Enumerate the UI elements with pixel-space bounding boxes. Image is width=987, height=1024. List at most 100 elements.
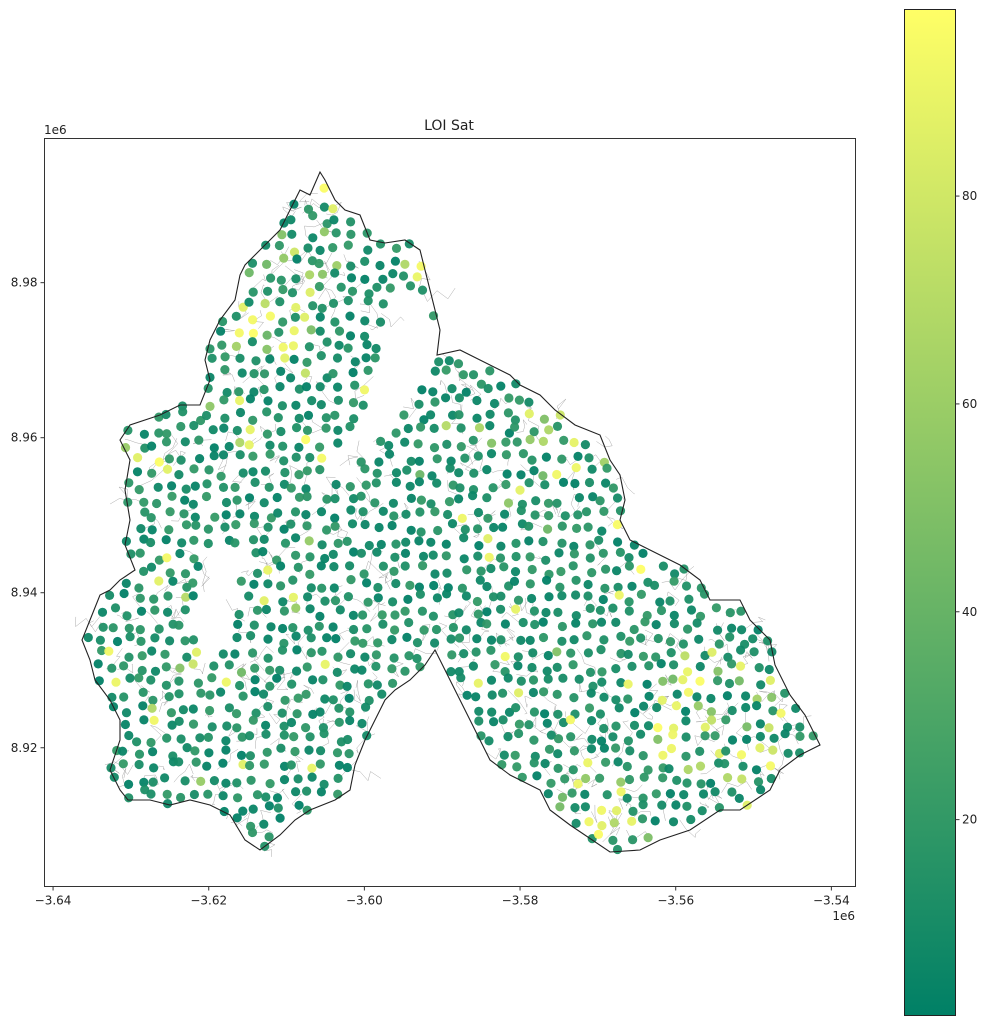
data-point <box>644 661 654 671</box>
stream-line <box>125 617 139 622</box>
data-point <box>302 786 312 796</box>
stream-line <box>167 672 182 687</box>
data-point <box>414 456 424 466</box>
data-point <box>669 610 679 621</box>
data-point <box>706 693 716 704</box>
data-point <box>538 436 549 446</box>
data-point <box>666 648 676 658</box>
stream-line <box>566 764 582 788</box>
stream-line <box>503 626 516 646</box>
data-point <box>482 465 492 475</box>
data-point <box>123 497 133 507</box>
data-point <box>235 353 245 363</box>
data-point <box>517 772 527 782</box>
data-point <box>748 634 758 644</box>
data-point <box>482 581 492 592</box>
data-point <box>378 274 388 284</box>
data-point <box>516 470 526 480</box>
data-point <box>416 495 426 505</box>
data-point <box>735 661 746 671</box>
data-point <box>164 454 174 464</box>
data-point <box>165 568 175 578</box>
data-point <box>345 331 356 341</box>
data-point <box>320 659 330 670</box>
stream-line <box>403 397 418 419</box>
data-point <box>518 449 529 459</box>
data-point <box>441 539 451 549</box>
data-point <box>669 660 679 670</box>
data-point <box>330 494 340 504</box>
data-point <box>587 734 597 745</box>
data-point <box>110 603 121 613</box>
data-point <box>686 605 697 615</box>
data-point <box>462 690 472 700</box>
data-point <box>163 799 173 809</box>
stream-line <box>597 714 609 735</box>
data-point <box>193 678 203 688</box>
data-point <box>245 425 255 435</box>
data-point <box>764 664 774 675</box>
data-point <box>291 302 301 313</box>
data-point <box>139 566 149 577</box>
data-point <box>259 384 269 395</box>
data-point <box>417 285 428 295</box>
data-point <box>613 582 623 592</box>
data-point <box>330 410 340 420</box>
data-point <box>586 688 596 698</box>
data-point <box>636 589 647 600</box>
data-point <box>108 623 118 633</box>
data-point <box>658 750 668 760</box>
data-point <box>259 819 269 829</box>
stream-line <box>516 419 528 433</box>
data-point <box>387 664 397 674</box>
data-point <box>235 395 245 406</box>
data-point <box>139 777 149 788</box>
data-point <box>584 703 595 713</box>
data-point <box>300 312 310 322</box>
data-point <box>722 691 733 701</box>
data-point <box>486 635 497 645</box>
data-point <box>595 773 605 783</box>
data-point <box>264 482 274 492</box>
data-point <box>180 569 191 579</box>
data-point <box>454 608 464 618</box>
data-point <box>734 676 744 686</box>
data-point <box>446 634 456 644</box>
data-point <box>276 581 286 591</box>
data-point <box>725 608 735 618</box>
data-point <box>138 687 148 698</box>
data-point <box>358 638 368 648</box>
data-point <box>713 666 723 676</box>
data-point <box>162 429 172 439</box>
data-point <box>558 673 568 683</box>
data-point <box>538 632 549 643</box>
data-point <box>134 673 144 683</box>
data-point <box>736 606 746 616</box>
data-point <box>188 578 198 588</box>
data-point <box>630 708 640 718</box>
data-point <box>593 829 604 840</box>
data-point <box>528 687 539 698</box>
data-point <box>780 729 790 739</box>
data-point <box>149 763 159 773</box>
data-point <box>237 368 247 378</box>
data-point <box>233 793 243 803</box>
data-point <box>783 748 793 758</box>
data-point <box>360 274 370 284</box>
data-point <box>459 533 469 543</box>
data-point <box>357 718 367 729</box>
data-point <box>236 667 247 678</box>
data-point <box>189 554 199 564</box>
data-point <box>529 758 539 768</box>
data-point <box>524 521 534 531</box>
data-point <box>306 325 316 335</box>
stream-line <box>708 639 729 653</box>
data-point <box>511 703 521 713</box>
data-point <box>302 357 312 367</box>
data-point <box>727 705 737 716</box>
data-point <box>277 401 287 411</box>
data-point <box>483 534 493 544</box>
stream-line <box>366 323 379 331</box>
data-point <box>222 387 232 398</box>
data-point <box>496 635 506 645</box>
